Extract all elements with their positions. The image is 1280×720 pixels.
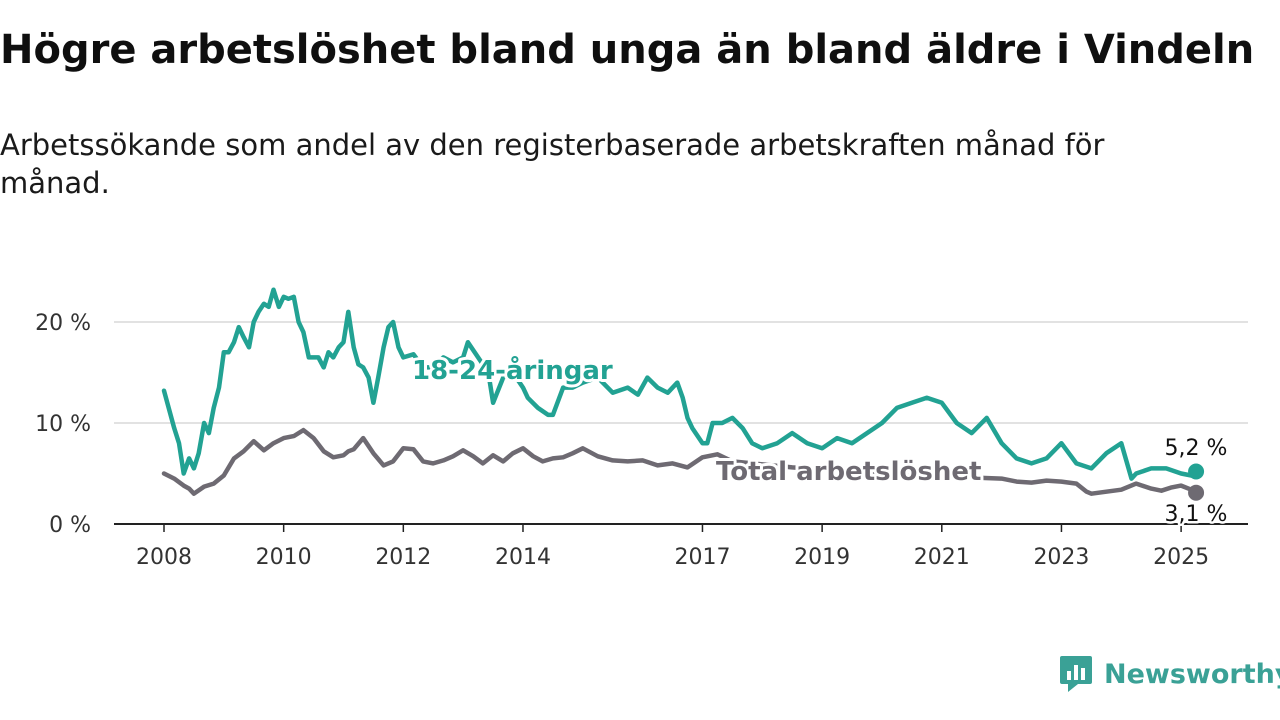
y-tick-label: 0 % <box>49 513 91 538</box>
newsworthy-logo-icon <box>1060 656 1092 692</box>
x-tick-label: 2017 <box>674 545 730 570</box>
x-tick-label: 2021 <box>914 545 970 570</box>
x-tick-label: 2010 <box>256 545 312 570</box>
chart-title: Högre arbetslöshet bland unga än bland ä… <box>0 27 1255 73</box>
gridlines <box>114 321 1248 424</box>
x-tick-label: 2025 <box>1153 545 1209 570</box>
x-tick-label: 2012 <box>375 545 431 570</box>
chart-subtitle: Arbetssökande som andel av den registerb… <box>0 128 1105 200</box>
end-point-total <box>1188 484 1205 501</box>
y-tick-label: 10 % <box>35 412 91 437</box>
end-label-youth: 5,2 % <box>1165 436 1228 461</box>
chart-labels: 18-24-åringar Total arbetslöshet 5,2 % 3,1 … <box>409 351 1230 530</box>
x-tick-label: 2019 <box>794 545 850 570</box>
axes: 0 % 10 % 20 % 2008 2010 2012 2014 2017 2019 2021 2… <box>35 311 1248 570</box>
end-label-total: 3,1 % <box>1165 502 1228 527</box>
y-tick-label: 20 % <box>35 311 91 336</box>
series-label-youth: 18-24-åringar <box>412 354 613 386</box>
brand-logo: Newsworthy <box>1058 654 1280 694</box>
x-tick-label: 2023 <box>1033 545 1089 570</box>
series-line-total <box>161 427 1199 496</box>
series-line-youth <box>161 287 1199 481</box>
end-point-youth <box>1188 463 1205 480</box>
x-tick-label: 2008 <box>136 545 192 570</box>
series-lines <box>161 287 1205 501</box>
x-tick-label: 2014 <box>495 545 551 570</box>
series-label-total: Total arbetslöshet <box>716 457 981 487</box>
brand-name: Newsworthy <box>1104 658 1280 690</box>
